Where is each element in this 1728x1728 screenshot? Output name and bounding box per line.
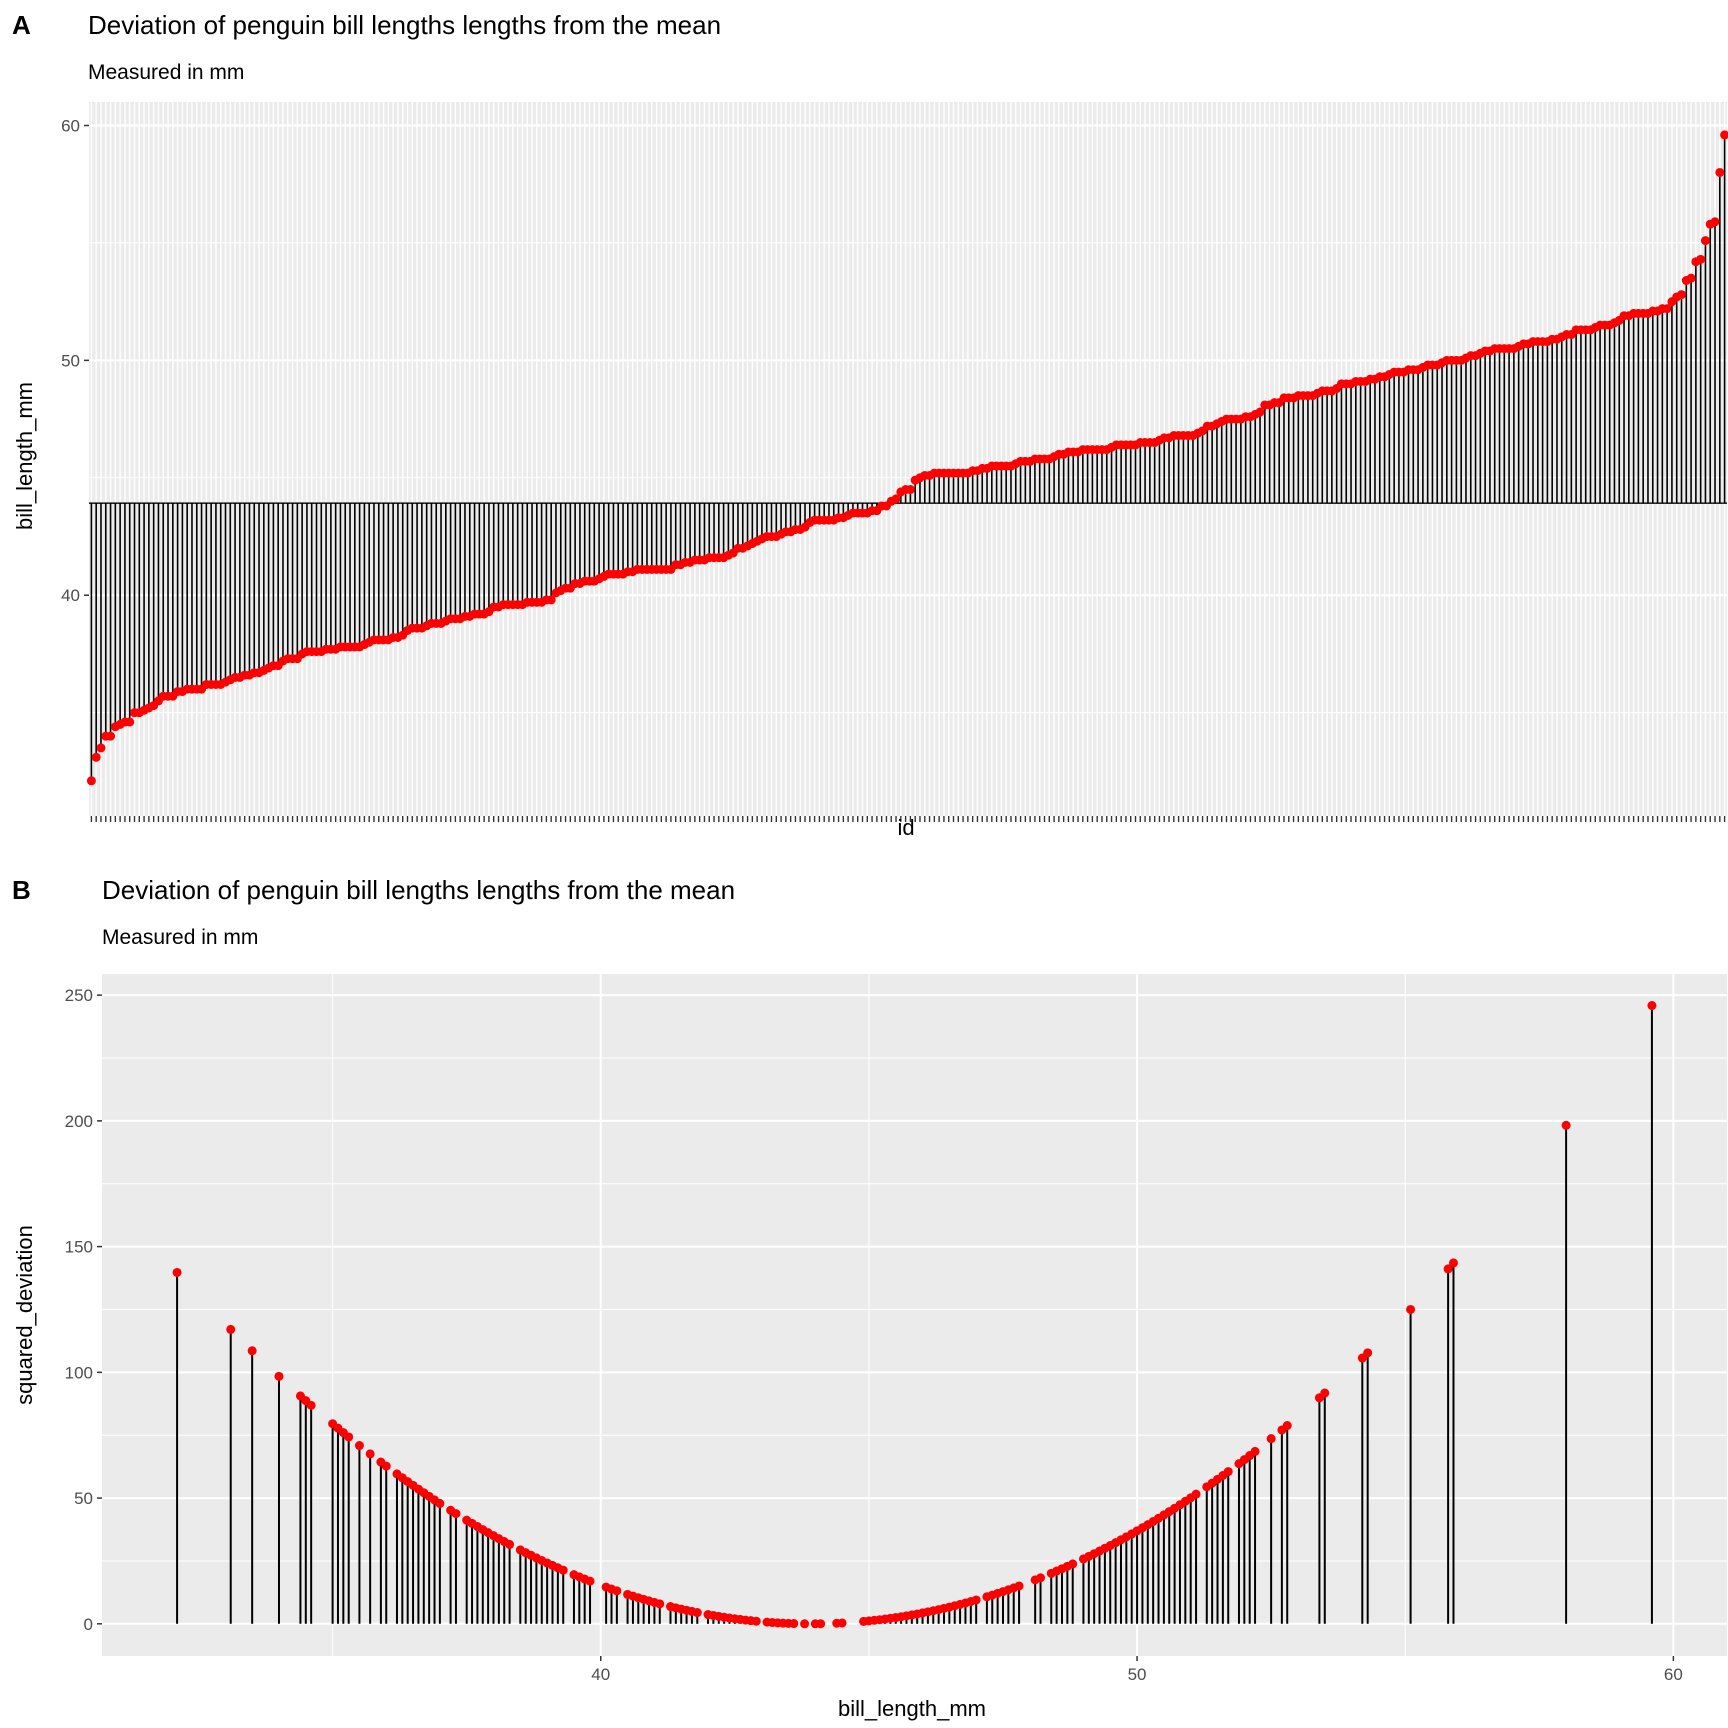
panel-b-point [1448,1258,1458,1268]
panel-b-gridlines [102,974,1727,1656]
panel-b-background [102,974,1727,1656]
panel-a-y-axis-title: bill_length_mm [12,382,37,530]
panel-a-point [1696,254,1706,264]
panel-a-y-tick-label: 60 [61,116,80,135]
panel-a-point [546,595,556,605]
panel-b-point [1068,1559,1078,1569]
panel-a-axis-ticks: 40 50 60 [61,116,1726,822]
panel-a-point [1686,273,1696,283]
panel-b-tag: B [12,875,31,905]
panel-a-point [86,776,96,786]
panel-b-point [1320,1388,1330,1398]
panel-b-point [451,1509,461,1519]
panel-b-point [837,1618,847,1628]
panel-a-point [905,485,915,495]
panel-a-point [1662,304,1672,314]
panel-b-y-tick-label: 200 [65,1112,93,1131]
panel-b-point [558,1565,568,1575]
panel-a-x-axis-title: id [897,815,914,840]
panel-b-point [344,1432,354,1442]
panel-b-point [1014,1581,1024,1591]
panel-a-point [1255,407,1265,417]
panel-b-point [274,1371,284,1381]
panel-b-y-tick-label: 50 [74,1489,93,1508]
panel-b-x-axis-title: bill_length_mm [838,1696,986,1721]
panel-b-point [800,1619,810,1629]
panel-b-point [354,1441,364,1451]
panel-b-point [505,1539,515,1549]
panel-b-y-tick-label: 250 [65,986,93,1005]
panel-b-axis-ticks: 40 50 60 0 50 100 150 200 250 [65,986,1683,1684]
panel-b-point [1191,1489,1201,1499]
panel-a-point [106,731,116,741]
panel-b-y-tick-label: 150 [65,1238,93,1257]
panel-a-point [891,494,901,504]
panel-b-point [1647,1001,1657,1011]
panel-a-point [1677,290,1686,300]
panel-b-point [381,1461,391,1471]
panel-b-point [971,1595,981,1605]
panel-b-point [751,1616,761,1626]
panel-b-point [1250,1446,1260,1456]
panel-b-point [1036,1573,1046,1583]
panel-b-marks [172,1001,1657,1629]
panel-a-point [91,752,101,762]
panel-b-point [247,1346,257,1356]
panel-b-y-tick-label: 100 [65,1363,93,1382]
panel-a-point [96,743,106,753]
panel-b-point [789,1619,799,1629]
panel-b-x-tick-label: 60 [1664,1665,1683,1684]
panel-b-point [655,1599,665,1609]
panel-a-background [89,102,1727,816]
panel-b-subtitle: Measured in mm [102,926,258,949]
panel-b-point [1223,1467,1233,1477]
panel-b-point [692,1608,702,1618]
panel-a-marks [86,130,1728,786]
panel-b-point [365,1449,375,1459]
panel-b-point [226,1324,236,1334]
panel-a-y-tick-label: 50 [61,351,80,370]
panel-b-x-tick-label: 40 [591,1665,610,1684]
panel-b-x-tick-label: 50 [1128,1665,1147,1684]
panel-a-title: Deviation of penguin bill lengths length… [88,10,721,40]
panel-b-point [1282,1421,1292,1431]
panel-b-y-axis-title: squared_deviation [12,1225,37,1405]
panel-b-point [306,1400,316,1410]
panel-b-point [1266,1434,1276,1444]
panel-b-point [1363,1348,1373,1358]
panel-b-point [585,1576,595,1586]
panel-b-point [172,1267,182,1277]
panel-b-point [1561,1120,1571,1130]
panel-a-y-tick-label: 40 [61,586,80,605]
panel-a-point [1715,167,1725,177]
panel-b-y-tick-label: 0 [84,1615,93,1634]
panel-a-point [1700,236,1710,246]
panel-b-point [435,1498,445,1508]
panel-a-point [1710,217,1720,227]
panel-a-point [125,717,135,727]
panel-b-point [1406,1304,1416,1314]
panel-b-point [612,1586,622,1596]
panel-b-point [816,1619,826,1629]
panel-b-point [1443,1264,1453,1274]
panel-a-point [1720,130,1728,140]
panel-b-title: Deviation of penguin bill lengths length… [102,875,735,905]
panel-a-tag: A [12,10,31,40]
panel-a-subtitle: Measured in mm [88,61,244,84]
